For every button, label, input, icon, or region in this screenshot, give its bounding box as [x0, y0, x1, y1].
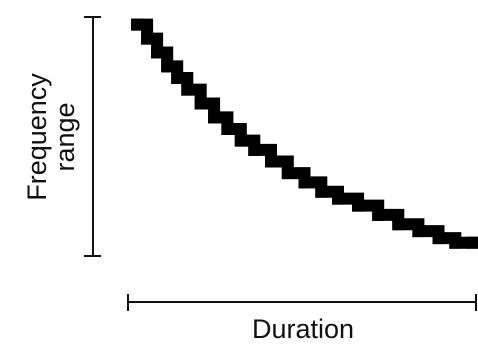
data-point	[281, 167, 294, 180]
data-point	[151, 46, 164, 59]
data-point	[332, 192, 344, 205]
data-point	[181, 83, 194, 96]
data-point	[234, 134, 247, 147]
series-layer	[131, 18, 478, 249]
data-point	[221, 123, 234, 135]
data-point	[392, 218, 405, 231]
data-point	[372, 208, 385, 221]
data-point	[131, 18, 143, 31]
data-point	[432, 232, 445, 245]
data-point	[449, 236, 462, 249]
data-point	[141, 32, 154, 45]
data-point	[466, 236, 478, 249]
x-axis-label: Duration	[252, 314, 354, 342]
series-line-0	[131, 18, 478, 249]
data-point	[248, 143, 261, 156]
data-point	[208, 111, 221, 124]
data-point	[412, 225, 425, 238]
data-point	[352, 199, 365, 212]
data-point	[265, 155, 277, 168]
data-point	[161, 60, 174, 73]
data-point	[315, 185, 328, 198]
data-point	[194, 97, 207, 110]
y-axis-label-line-1: Frequency	[22, 73, 52, 201]
data-point	[171, 72, 184, 84]
data-point	[298, 176, 311, 189]
y-axis-label-line-2: range	[50, 102, 80, 171]
